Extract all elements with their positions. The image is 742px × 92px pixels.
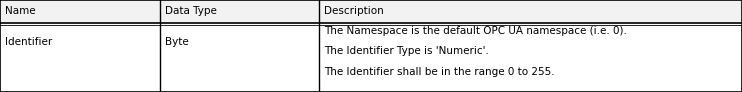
Text: Description: Description bbox=[324, 6, 384, 16]
Text: The Identifier Type is 'Numeric'.: The Identifier Type is 'Numeric'. bbox=[324, 46, 489, 56]
Text: Name: Name bbox=[5, 6, 36, 16]
Text: Data Type: Data Type bbox=[165, 6, 217, 16]
Text: Byte: Byte bbox=[165, 37, 188, 47]
Bar bbox=[0, 0, 742, 23]
Text: Identifier: Identifier bbox=[5, 37, 53, 47]
Text: The Identifier shall be in the range 0 to 255.: The Identifier shall be in the range 0 t… bbox=[324, 67, 555, 77]
Bar bbox=[0, 23, 742, 92]
Text: The Namespace is the default OPC UA namespace (i.e. 0).: The Namespace is the default OPC UA name… bbox=[324, 26, 627, 36]
